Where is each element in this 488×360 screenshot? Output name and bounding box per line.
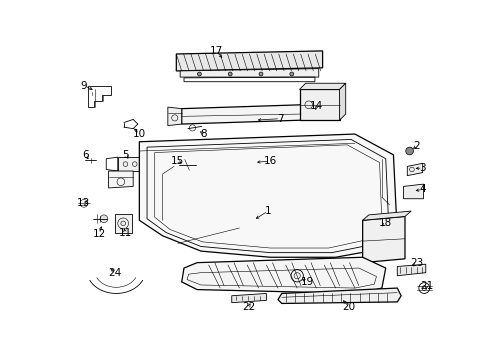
Polygon shape (115, 214, 131, 233)
Polygon shape (139, 134, 396, 257)
Polygon shape (403, 184, 423, 199)
Text: 20: 20 (342, 302, 355, 311)
Polygon shape (277, 288, 400, 303)
Text: 6: 6 (82, 150, 89, 160)
Circle shape (197, 72, 201, 76)
Polygon shape (299, 83, 345, 89)
Polygon shape (299, 89, 339, 120)
Text: 13: 13 (77, 198, 90, 208)
Text: 11: 11 (119, 228, 132, 238)
Polygon shape (118, 157, 160, 171)
Text: 12: 12 (93, 229, 106, 239)
Text: 23: 23 (409, 258, 422, 269)
Text: 9: 9 (81, 81, 87, 91)
Polygon shape (396, 264, 425, 276)
Text: 24: 24 (108, 267, 121, 278)
Circle shape (241, 160, 245, 165)
Text: 5: 5 (122, 150, 128, 160)
Circle shape (405, 147, 413, 155)
Text: 19: 19 (300, 277, 313, 287)
Circle shape (289, 72, 293, 76)
Text: 18: 18 (378, 219, 391, 228)
Polygon shape (167, 107, 182, 126)
Text: 4: 4 (419, 184, 425, 194)
Text: 8: 8 (200, 129, 206, 139)
Polygon shape (108, 171, 133, 188)
Text: 3: 3 (419, 163, 425, 173)
Polygon shape (182, 257, 385, 293)
Text: 16: 16 (263, 156, 276, 166)
Polygon shape (339, 83, 345, 120)
Text: 15: 15 (171, 156, 184, 166)
Text: 21: 21 (419, 281, 432, 291)
Text: 22: 22 (242, 302, 255, 311)
Polygon shape (231, 293, 266, 303)
Circle shape (228, 72, 232, 76)
Polygon shape (180, 69, 318, 77)
Polygon shape (182, 105, 301, 124)
Text: 17: 17 (209, 46, 223, 56)
Text: 2: 2 (412, 141, 419, 150)
Text: 10: 10 (133, 129, 145, 139)
Text: 7: 7 (276, 114, 283, 123)
Circle shape (100, 215, 107, 222)
Text: 1: 1 (264, 206, 271, 216)
Polygon shape (362, 211, 410, 220)
Polygon shape (407, 163, 422, 176)
Text: 14: 14 (309, 101, 323, 111)
Polygon shape (362, 216, 404, 263)
Polygon shape (176, 51, 322, 71)
Circle shape (259, 72, 263, 76)
